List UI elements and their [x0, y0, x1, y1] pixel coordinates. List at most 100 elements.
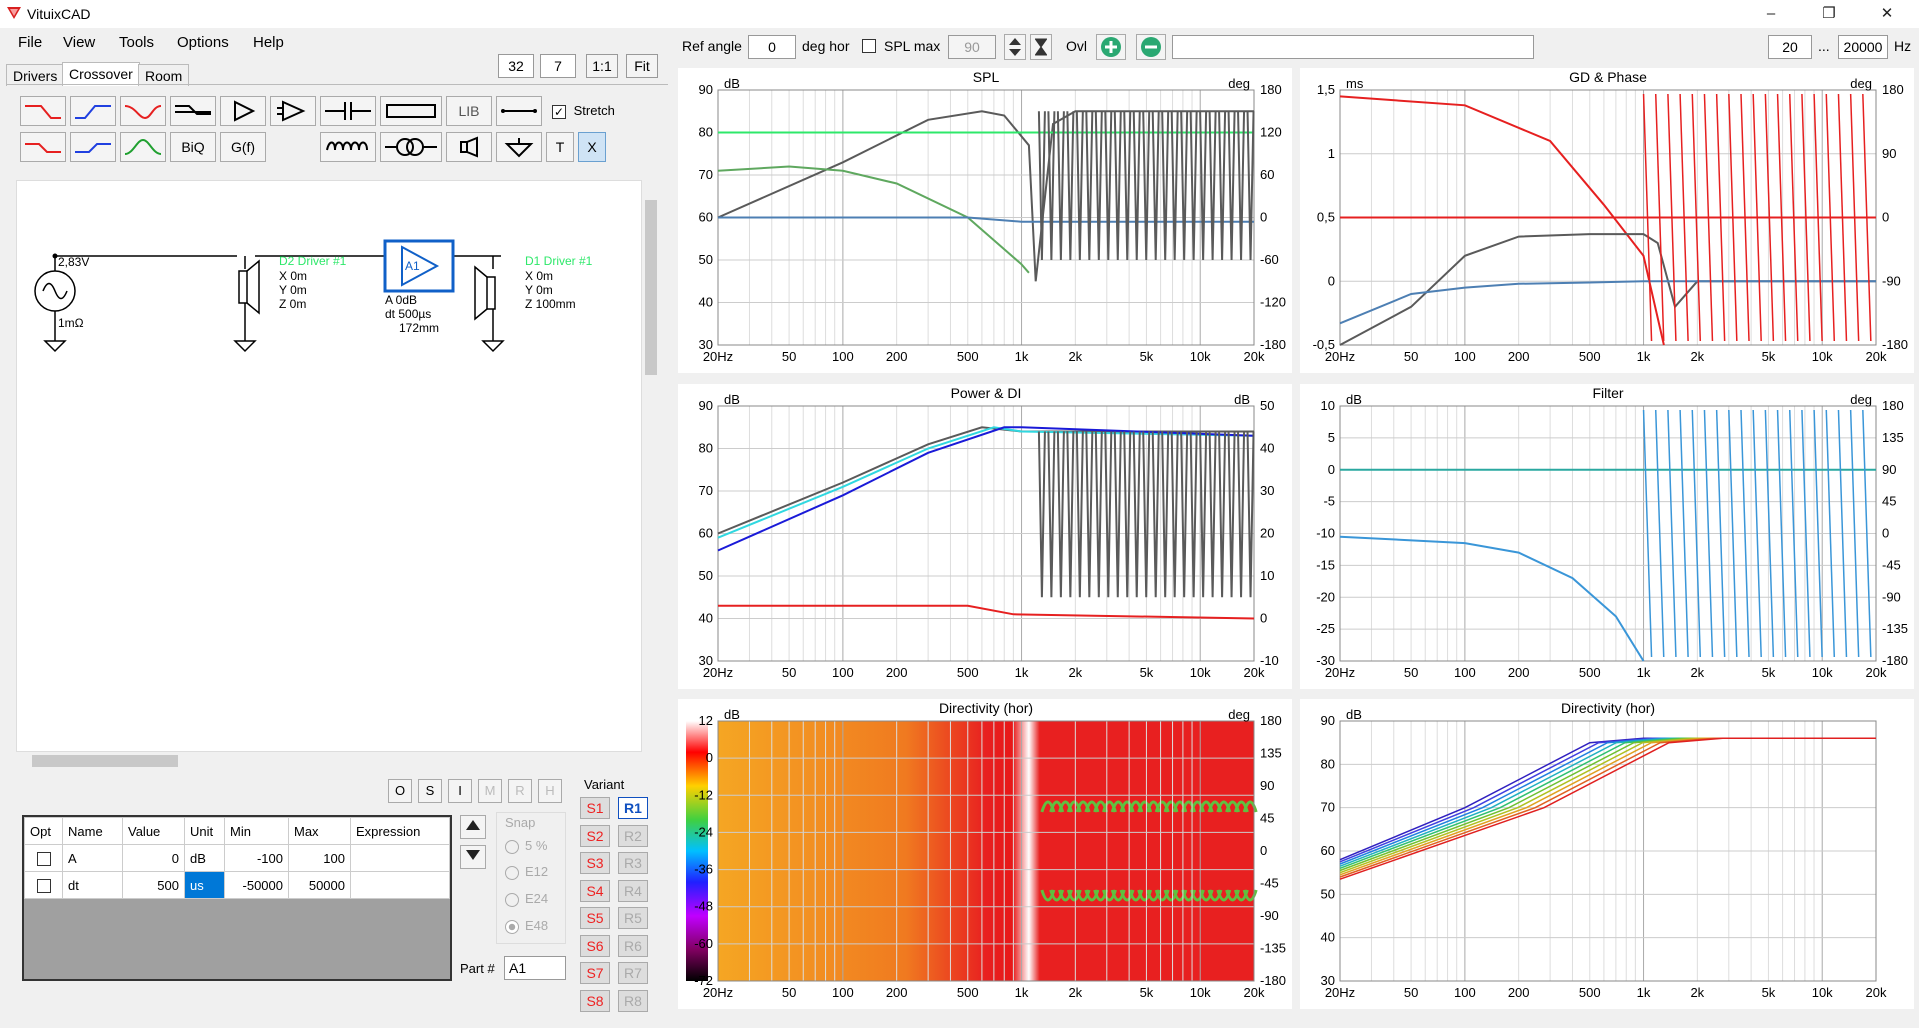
- variant-r4-button[interactable]: R4: [618, 879, 648, 902]
- variant-s6-button[interactable]: S6: [580, 934, 610, 957]
- opt-checkbox[interactable]: [36, 878, 51, 893]
- stretch-checkbox[interactable]: ✓ Stretch: [552, 103, 615, 119]
- overlay-add-icon[interactable]: [1096, 34, 1126, 60]
- cell-min[interactable]: -100: [224, 844, 289, 872]
- menu-file[interactable]: File: [18, 34, 43, 51]
- variant-s2-button[interactable]: S2: [580, 824, 610, 847]
- ref-angle-input[interactable]: 0: [748, 35, 796, 59]
- btn-h[interactable]: H: [538, 779, 562, 803]
- cell-value[interactable]: 0: [122, 844, 185, 872]
- variant-r8-button[interactable]: R8: [618, 989, 648, 1012]
- ground-icon[interactable]: [496, 132, 542, 162]
- inductor-icon[interactable]: [320, 132, 376, 162]
- btn-s[interactable]: S: [418, 779, 442, 803]
- snap-e24[interactable]: E24: [505, 891, 548, 907]
- variant-s5-button[interactable]: S5: [580, 907, 610, 929]
- move-up-button[interactable]: [460, 815, 486, 839]
- cell-max[interactable]: 50000: [288, 871, 351, 899]
- bandpass-icon[interactable]: [120, 132, 166, 162]
- schematic-canvas[interactable]: 2,83V 1mΩ D2 Driver #1 X 0m Y 0m Z 0m A1…: [16, 180, 642, 752]
- table-row[interactable]: dt 500 us -50000 50000: [24, 871, 450, 899]
- btn-m[interactable]: M: [478, 779, 502, 803]
- notch-red-icon[interactable]: [120, 96, 166, 126]
- spl-max-input[interactable]: 90: [948, 35, 996, 59]
- spin-reset-icon[interactable]: [1030, 34, 1052, 60]
- zoom-fit-button[interactable]: Fit: [626, 54, 658, 78]
- menu-options[interactable]: Options: [177, 34, 229, 51]
- wire-icon[interactable]: [496, 96, 542, 126]
- speaker-icon[interactable]: [446, 132, 492, 162]
- buffer-icon[interactable]: [220, 96, 266, 126]
- maximize-button[interactable]: ❐: [1822, 5, 1836, 22]
- text-tool-button[interactable]: T: [546, 132, 574, 162]
- move-down-button[interactable]: [460, 845, 486, 869]
- minimize-button[interactable]: –: [1766, 5, 1776, 22]
- variant-s7-button[interactable]: S7: [580, 962, 610, 984]
- btn-r[interactable]: R: [508, 779, 532, 803]
- highpass-blue-icon[interactable]: [70, 96, 116, 126]
- grid-size-field[interactable]: 32: [498, 54, 534, 78]
- variant-s3-button[interactable]: S3: [580, 852, 610, 874]
- shelf-icon[interactable]: [170, 96, 216, 126]
- table-row[interactable]: A 0 dB -100 100: [24, 844, 450, 872]
- variant-r1-button[interactable]: R1: [618, 797, 648, 819]
- close-button[interactable]: ✕: [1880, 5, 1894, 22]
- transformer-icon[interactable]: [380, 132, 442, 162]
- spl-max-checkbox[interactable]: [862, 39, 876, 53]
- snap-5pct[interactable]: 5 %: [505, 838, 547, 854]
- cell-expression[interactable]: [350, 844, 450, 872]
- variant-r2-button[interactable]: R2: [618, 824, 648, 847]
- snap-e48[interactable]: E48: [505, 918, 548, 934]
- schematic-horizontal-scrollbar[interactable]: [16, 752, 642, 770]
- cell-expression[interactable]: [350, 871, 450, 899]
- variant-s1-button[interactable]: S1: [580, 797, 610, 819]
- library-button[interactable]: LIB: [446, 96, 492, 126]
- btn-i[interactable]: I: [448, 779, 472, 803]
- resistor-icon[interactable]: [380, 96, 442, 126]
- overlay-input[interactable]: [1172, 35, 1534, 59]
- menu-view[interactable]: View: [63, 34, 96, 51]
- tab-room[interactable]: Room: [138, 64, 190, 86]
- filter-chart[interactable]: 10 5 0 -5 -10 -15 -20 -25 -30 180 135 90 45 0 -45 -90 -1…: [1300, 384, 1914, 689]
- spl-chart[interactable]: 90 80 70 60 50 40 30 180 120 60 0 -60 -120 -180 20Hz 50…: [678, 68, 1292, 373]
- cell-unit[interactable]: us: [184, 871, 225, 899]
- vertical-scroll-thumb[interactable]: [645, 200, 657, 375]
- gd-phase-chart[interactable]: 1,5 1 0,5 0 -0,5 180 90 0 -90 -180 20Hz 50 100 200 500…: [1300, 68, 1914, 373]
- cell-min[interactable]: -50000: [224, 871, 289, 899]
- power-di-chart[interactable]: 90 80 70 60 50 40 30 50 40 30 20 10 0 -10 20Hz 50 100 200…: [678, 384, 1292, 689]
- zoom-1-1-button[interactable]: 1:1: [586, 54, 618, 78]
- variant-r6-button[interactable]: R6: [618, 934, 648, 957]
- variant-r3-button[interactable]: R3: [618, 852, 648, 874]
- opt-checkbox[interactable]: [36, 851, 51, 866]
- part-input[interactable]: A1: [504, 956, 566, 980]
- variant-s4-button[interactable]: S4: [580, 879, 610, 902]
- tab-crossover[interactable]: Crossover: [62, 62, 140, 86]
- freq-max-input[interactable]: 20000: [1838, 35, 1888, 59]
- cell-name[interactable]: A: [62, 844, 123, 872]
- variant-r7-button[interactable]: R7: [618, 962, 648, 984]
- variant-r5-button[interactable]: R5: [618, 907, 648, 929]
- biquad-button[interactable]: BiQ: [170, 132, 216, 162]
- cell-max[interactable]: 100: [288, 844, 351, 872]
- cell-unit[interactable]: dB: [184, 844, 225, 872]
- cell-name[interactable]: dt: [62, 871, 123, 899]
- transfer-function-button[interactable]: G(f): [220, 132, 266, 162]
- capacitor-icon[interactable]: [320, 96, 376, 126]
- snap-e12[interactable]: E12: [505, 864, 548, 880]
- tab-drivers[interactable]: Drivers: [6, 64, 65, 86]
- highpass-2-icon[interactable]: [70, 132, 116, 162]
- menu-help[interactable]: Help: [253, 34, 284, 51]
- horizontal-scroll-thumb[interactable]: [32, 755, 178, 767]
- schematic-vertical-scrollbar[interactable]: [642, 180, 660, 752]
- opamp-icon[interactable]: [270, 96, 316, 126]
- lowpass-2-icon[interactable]: [20, 132, 66, 162]
- freq-min-input[interactable]: 20: [1768, 35, 1812, 59]
- lowpass-red-icon[interactable]: [20, 96, 66, 126]
- overlay-remove-icon[interactable]: [1136, 34, 1166, 60]
- btn-o[interactable]: O: [388, 779, 412, 803]
- grid-snap-field[interactable]: 7: [540, 54, 576, 78]
- directivity-heatmap[interactable]: 12 0 -12 -24 -36 -48 -60 -72 180 135 90 45 0 -45 -90 -1…: [678, 699, 1292, 1009]
- variant-s8-button[interactable]: S8: [580, 989, 610, 1012]
- directivity-lines-chart[interactable]: 90 80 70 60 50 40 30 20Hz 50 100 200 500 1k 2k 5k 10k 20…: [1300, 699, 1914, 1009]
- delete-tool-button[interactable]: X: [578, 132, 606, 162]
